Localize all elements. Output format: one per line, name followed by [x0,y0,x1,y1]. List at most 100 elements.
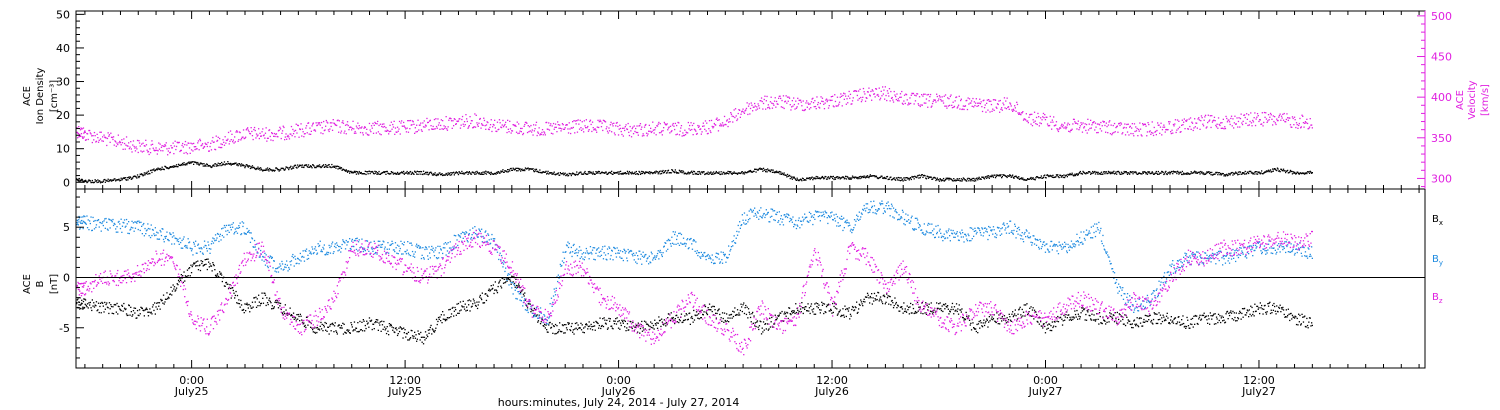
data-point [948,98,950,100]
data-point [586,173,588,175]
data-point [268,129,271,131]
data-point [117,143,119,146]
data-point [447,172,449,174]
data-point [154,169,156,172]
data-point [104,178,106,181]
data-point [455,123,457,125]
data-point [930,106,932,108]
data-point [851,103,853,105]
data-point [660,131,662,134]
data-point [717,310,719,312]
data-point [382,126,384,128]
data-point [938,303,940,305]
data-point [535,308,537,311]
data-point [626,170,629,172]
data-point [1161,129,1164,131]
data-point [502,119,504,122]
data-point [296,132,298,134]
data-point [177,284,179,286]
data-point [500,171,503,173]
data-point [327,326,329,328]
data-point [641,135,644,137]
data-point [630,321,632,323]
data-point [716,117,718,119]
data-point [76,178,78,180]
data-point [827,304,829,306]
data-point [1304,122,1306,124]
data-point [837,177,839,180]
data-point [263,134,265,136]
data-point [541,171,544,173]
data-point [863,175,865,177]
data-point [501,170,503,172]
data-point [977,177,980,180]
data-point [435,327,437,329]
data-point [301,321,304,324]
data-point [415,131,417,133]
data-point [780,97,782,100]
data-point [613,320,615,322]
data-point [165,298,167,300]
data-point [221,274,223,276]
data-point [357,331,360,333]
data-point [1172,123,1175,126]
data-point [598,324,600,327]
data-point [258,128,260,130]
data-point [479,118,481,120]
data-point [964,318,966,320]
data-point [987,109,989,111]
data-point [1170,131,1172,133]
data-point [912,93,914,95]
data-point [782,320,784,322]
data-point [593,128,596,130]
data-point [906,305,908,307]
data-point [183,271,185,273]
data-point [582,331,584,333]
data-point [949,311,951,313]
data-point [404,126,406,129]
data-point [938,98,940,100]
data-point [801,307,804,309]
data-point [423,120,425,122]
data-point [306,132,308,134]
data-point [602,129,604,132]
data-point [655,134,657,136]
data-point [1010,176,1012,178]
data-point [636,324,638,326]
data-point [602,172,605,174]
data-point [489,172,491,174]
data-point [145,308,147,310]
data-point [106,144,108,147]
data-point [142,175,144,177]
data-point [888,95,890,97]
data-point [740,303,742,305]
data-point [957,179,960,181]
data-point [303,136,305,138]
data-point [766,171,768,173]
data-point [1029,113,1032,116]
data-point [1185,120,1187,122]
data-point [708,128,710,130]
data-point [192,150,194,152]
data-point [905,310,907,312]
data-point [118,178,120,180]
data-point [702,172,704,174]
data-point [628,173,630,175]
data-point [654,129,656,131]
data-point [351,171,353,173]
data-point [644,124,646,126]
data-point [539,169,541,171]
data-point [1071,172,1073,174]
data-point [664,170,666,172]
data-point [1159,172,1161,174]
data-point [637,173,639,176]
data-point [348,329,350,331]
data-point [831,312,833,314]
data-point [105,179,107,181]
data-point [153,309,155,312]
data-point [583,172,585,174]
data-point [198,265,200,267]
data-point [351,326,353,328]
data-point [104,301,106,304]
data-point [710,173,713,175]
